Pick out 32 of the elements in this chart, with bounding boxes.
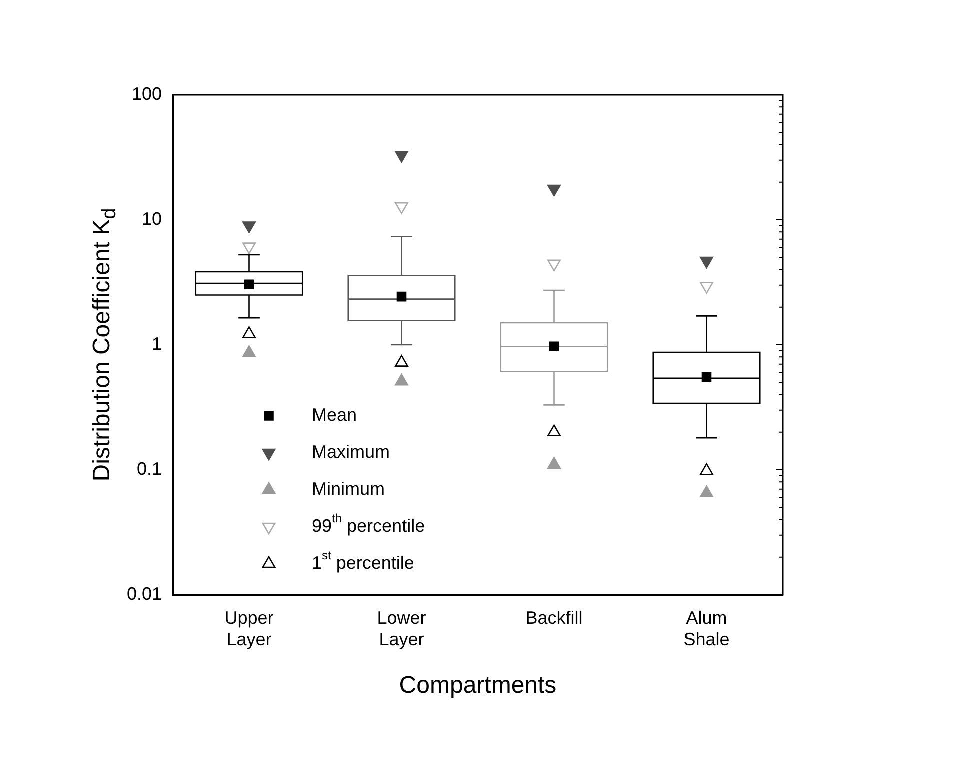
point [548,184,561,197]
point [548,260,561,272]
x-tick-label: Lower Layer [377,608,426,650]
point [548,424,561,437]
point [395,202,408,214]
y-tick-label: 10 [142,208,162,229]
point [700,486,714,498]
legend-label: Maximum [312,442,390,462]
point [700,282,714,294]
y-tick-label: 0.01 [126,584,162,604]
point [700,256,714,269]
x-axis-title: Compartments [398,672,558,700]
y-tick-label: 100 [132,84,162,104]
x-tick-label: Upper Layer [224,608,274,650]
point [242,346,256,358]
point [396,292,407,302]
x-tick-label: Alum Shale [684,608,730,650]
point [242,242,256,254]
y-tick-label: 0.1 [136,458,162,479]
point [395,355,408,367]
y-tick-label: 1 [152,334,162,354]
point [702,372,712,382]
point [244,280,254,290]
point [395,151,408,163]
x-tick-label: Backfill [526,608,583,628]
point [548,457,561,469]
point [549,342,560,352]
point [700,463,714,476]
legend-label: Minimum [312,478,386,499]
point [242,222,256,234]
legend-label: Mean [312,404,358,425]
point [395,374,408,386]
